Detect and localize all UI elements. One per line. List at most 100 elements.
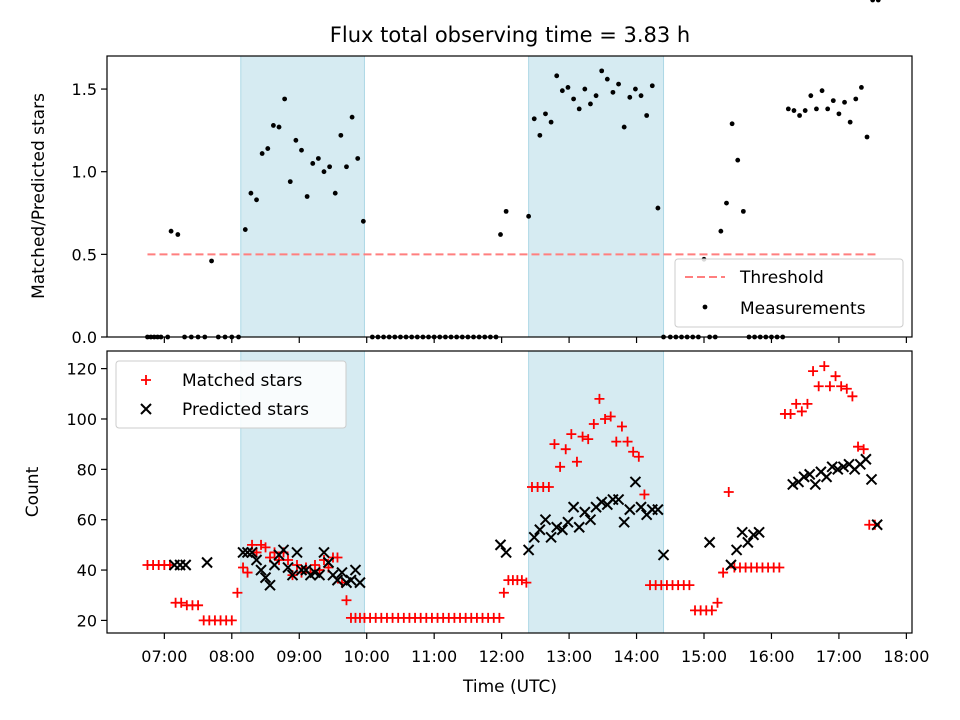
predicted-stars-point bbox=[567, 501, 580, 513]
matched-stars-point bbox=[633, 451, 644, 462]
y-tick-label: 1.0 bbox=[72, 163, 97, 182]
measurement-point bbox=[202, 334, 208, 340]
measurement-point bbox=[349, 114, 355, 120]
matched-stars-point bbox=[594, 393, 605, 404]
matched-stars-point bbox=[543, 481, 554, 492]
measurement-point bbox=[582, 86, 588, 92]
x-tick-label: 18:00 bbox=[883, 647, 929, 666]
matched-stars-point bbox=[611, 436, 622, 447]
measurement-point bbox=[209, 258, 214, 264]
measurement-point bbox=[487, 334, 493, 340]
measurement-point bbox=[621, 124, 627, 130]
measurement-point bbox=[853, 96, 859, 102]
shaded-interval bbox=[528, 55, 665, 338]
predicted-stars-point bbox=[652, 503, 664, 516]
matched-stars-point bbox=[583, 434, 594, 445]
matched-stars-point bbox=[813, 381, 824, 392]
measurement-point bbox=[215, 334, 221, 340]
measurement-point bbox=[459, 334, 465, 340]
predicted-stars-point bbox=[612, 493, 625, 506]
matched-stars-point bbox=[260, 542, 271, 553]
predicted-stars-point bbox=[313, 569, 326, 581]
measurement-point bbox=[616, 81, 621, 87]
measurement-point bbox=[588, 101, 593, 107]
measurement-point bbox=[729, 121, 735, 127]
measurement-point bbox=[537, 132, 543, 138]
matched-stars-point bbox=[521, 577, 532, 588]
predicted-stars-point bbox=[268, 559, 281, 571]
matched-stars-point bbox=[819, 361, 830, 372]
measurement-point bbox=[403, 334, 409, 340]
top-panel-legend: Threshold Measurements bbox=[674, 258, 904, 328]
legend-threshold-label: Threshold bbox=[739, 268, 824, 288]
measurement-point bbox=[531, 116, 537, 122]
predicted-stars-point bbox=[725, 559, 737, 571]
matched-stars-point bbox=[718, 567, 729, 578]
measurement-point bbox=[248, 190, 254, 196]
measurement-point bbox=[847, 119, 853, 125]
top-panel-marks bbox=[145, 0, 881, 340]
measurement-point bbox=[437, 334, 443, 340]
matched-stars-point bbox=[639, 489, 650, 500]
measurement-point bbox=[735, 157, 741, 163]
predicted-stars-point bbox=[809, 478, 822, 491]
bottom-panel-legend: Matched stars Predicted stars bbox=[115, 360, 347, 429]
predicted-stars-point bbox=[345, 574, 357, 586]
y-tick-label: 0.0 bbox=[72, 328, 97, 347]
predicted-stars-point bbox=[336, 566, 348, 579]
measurement-point bbox=[718, 228, 724, 234]
measurement-point bbox=[409, 334, 415, 340]
predicted-stars-point bbox=[255, 564, 267, 576]
y-tick-label: 60 bbox=[77, 511, 97, 530]
measurement-point bbox=[375, 334, 381, 340]
measurement-point bbox=[236, 334, 241, 340]
predicted-stars-point bbox=[264, 579, 276, 591]
predicted-stars-point bbox=[539, 513, 552, 526]
x-tick-label: 11:00 bbox=[411, 647, 457, 666]
measurement-point bbox=[819, 88, 825, 94]
matched-stars-point bbox=[555, 461, 566, 472]
matched-stars-point bbox=[802, 398, 813, 409]
measurement-point bbox=[471, 334, 476, 340]
x-tick-label: 12:00 bbox=[479, 647, 525, 666]
measurement-point bbox=[398, 334, 403, 340]
predicted-stars-point bbox=[534, 524, 546, 536]
measurement-point bbox=[222, 334, 228, 340]
matched-stars-point bbox=[830, 371, 841, 382]
predicted-stars-point bbox=[635, 501, 647, 513]
measurement-point bbox=[293, 137, 299, 143]
measurement-point bbox=[757, 334, 763, 340]
predicted-stars-point bbox=[787, 478, 799, 491]
measurement-point bbox=[145, 334, 150, 340]
measurement-point bbox=[476, 334, 482, 340]
measurement-point bbox=[310, 161, 316, 166]
legend-box bbox=[115, 360, 347, 429]
matched-stars-point bbox=[853, 441, 864, 452]
predicted-stars-point bbox=[742, 536, 754, 549]
predicted-stars-point bbox=[241, 546, 254, 559]
x-tick-label: 14:00 bbox=[613, 647, 659, 666]
predicted-stars-point bbox=[349, 564, 362, 576]
matched-stars-point bbox=[283, 554, 294, 565]
measurement-point bbox=[707, 334, 713, 340]
x-axis-label: Time (UTC) bbox=[462, 677, 557, 697]
matched-stars-point bbox=[549, 439, 560, 450]
predicted-stars-point bbox=[250, 554, 263, 566]
predicted-stars-point bbox=[703, 536, 716, 549]
measurement-point bbox=[443, 334, 448, 340]
matched-stars-point bbox=[498, 587, 509, 598]
legend-matched-label: Matched stars bbox=[182, 371, 302, 391]
measurement-point bbox=[229, 334, 235, 340]
measurement-point bbox=[304, 194, 310, 199]
x-tick-label: 08:00 bbox=[209, 647, 255, 666]
measurement-point bbox=[431, 334, 437, 340]
predicted-stars-point bbox=[579, 506, 591, 518]
matched-stars-point bbox=[566, 429, 577, 440]
measurement-point bbox=[321, 169, 327, 175]
measurement-point bbox=[638, 93, 644, 99]
measurement-point bbox=[332, 190, 338, 196]
measurement-point bbox=[498, 232, 503, 237]
measurement-point bbox=[825, 106, 831, 112]
measurement-point bbox=[265, 146, 271, 151]
measurement-point bbox=[565, 85, 571, 90]
